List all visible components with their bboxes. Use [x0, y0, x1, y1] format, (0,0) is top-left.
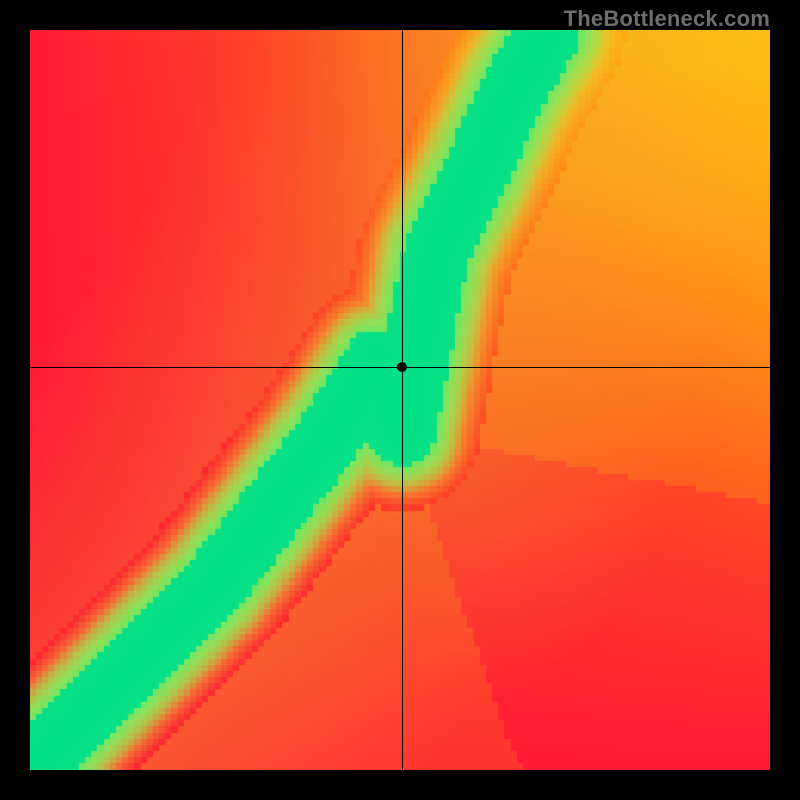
heatmap-canvas: [30, 30, 770, 770]
crosshair-vertical: [402, 30, 403, 770]
watermark-text: TheBottleneck.com: [564, 6, 770, 32]
bottleneck-heatmap: [30, 30, 770, 770]
selection-marker-dot: [397, 362, 407, 372]
